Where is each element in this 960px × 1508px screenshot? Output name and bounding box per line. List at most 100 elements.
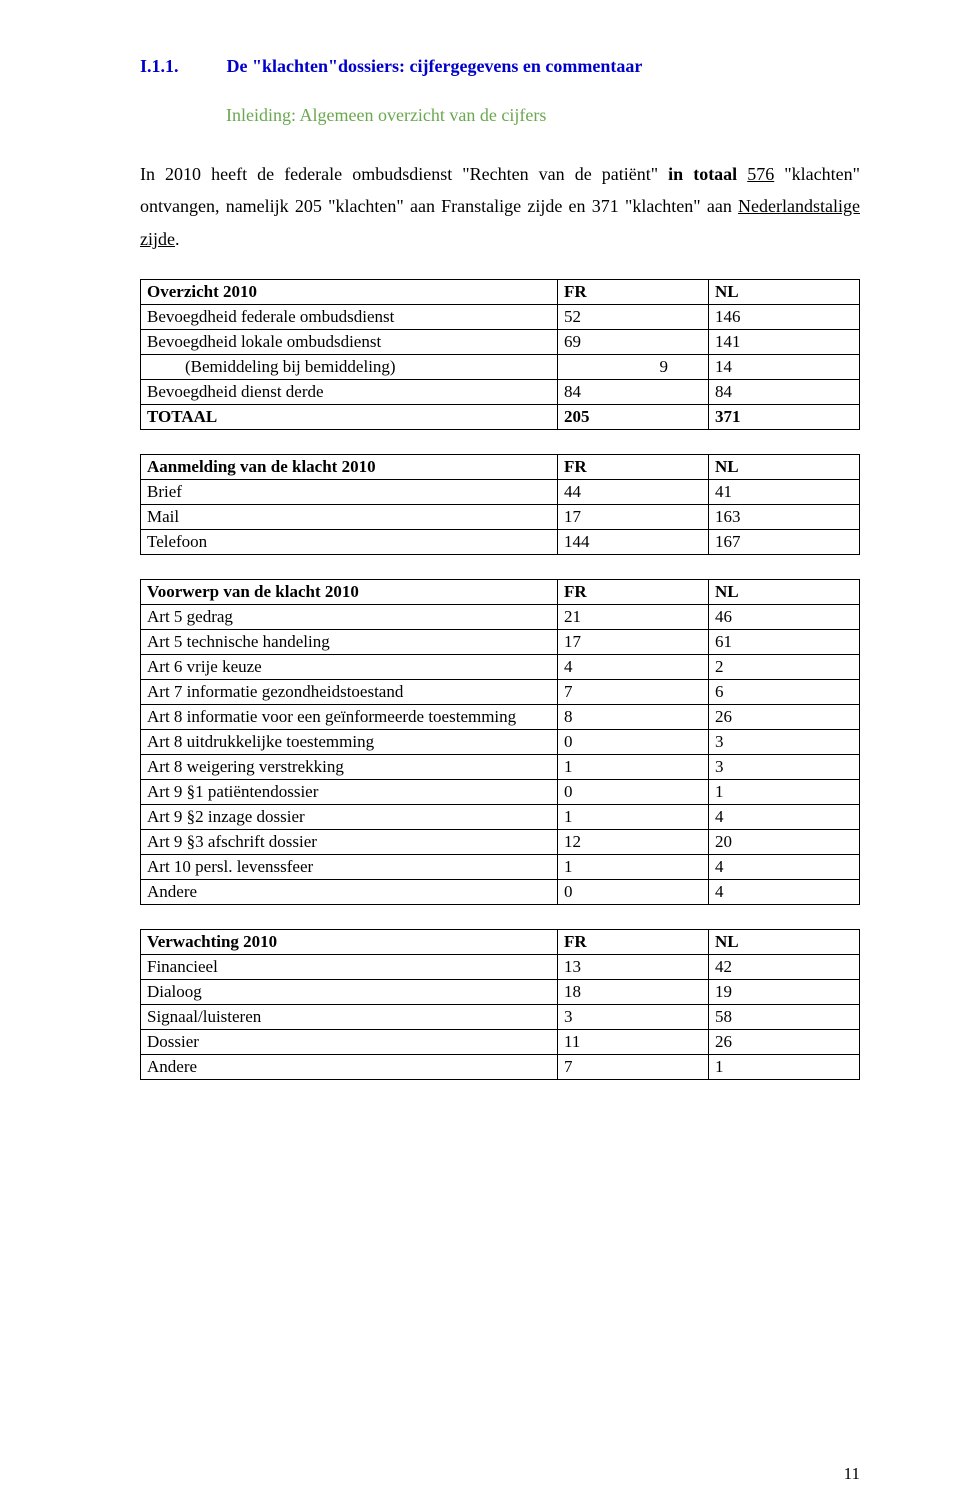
table-row: Dialoog1819 bbox=[141, 980, 860, 1005]
table-cell: 4 bbox=[709, 880, 860, 905]
intro-paragraph: In 2010 heeft de federale ombudsdienst "… bbox=[140, 158, 860, 255]
table-header-cell: FR bbox=[558, 280, 709, 305]
table-cell: 6 bbox=[709, 680, 860, 705]
table-row: Art 9 §3 afschrift dossier1220 bbox=[141, 830, 860, 855]
table-cell: 84 bbox=[558, 380, 709, 405]
table-cell: 3 bbox=[558, 1005, 709, 1030]
table-cell: 41 bbox=[709, 480, 860, 505]
table-cell: 371 bbox=[709, 405, 860, 430]
table-cell: Art 9 §1 patiëntendossier bbox=[141, 780, 558, 805]
table-cell: TOTAAL bbox=[141, 405, 558, 430]
table-cell: Art 9 §2 inzage dossier bbox=[141, 805, 558, 830]
table-header-cell: Overzicht 2010 bbox=[141, 280, 558, 305]
table-row: Art 7 informatie gezondheidstoestand76 bbox=[141, 680, 860, 705]
table-row: Andere04 bbox=[141, 880, 860, 905]
table-cell: 11 bbox=[558, 1030, 709, 1055]
page-number: 11 bbox=[844, 1464, 860, 1484]
table-cell: 1 bbox=[558, 805, 709, 830]
table-row: Financieel1342 bbox=[141, 955, 860, 980]
table-cell: Bevoegdheid dienst derde bbox=[141, 380, 558, 405]
table-cell: Andere bbox=[141, 880, 558, 905]
table-cell: (Bemiddeling bij bemiddeling) bbox=[141, 355, 558, 380]
table-cell: 0 bbox=[558, 730, 709, 755]
table-row: Signaal/luisteren358 bbox=[141, 1005, 860, 1030]
table-cell: 58 bbox=[709, 1005, 860, 1030]
table-row: Art 5 technische handeling1761 bbox=[141, 630, 860, 655]
table-cell: Signaal/luisteren bbox=[141, 1005, 558, 1030]
table-row: Dossier1126 bbox=[141, 1030, 860, 1055]
table-cell: 1 bbox=[709, 1055, 860, 1080]
table-row: Brief4441 bbox=[141, 480, 860, 505]
table-cell: Financieel bbox=[141, 955, 558, 980]
table-cell: Art 7 informatie gezondheidstoestand bbox=[141, 680, 558, 705]
table-row: (Bemiddeling bij bemiddeling)914 bbox=[141, 355, 860, 380]
table-row: Art 8 weigering verstrekking13 bbox=[141, 755, 860, 780]
table-cell: 19 bbox=[709, 980, 860, 1005]
table-cell: 4 bbox=[709, 855, 860, 880]
table-cell: 0 bbox=[558, 880, 709, 905]
para-bold: in totaal bbox=[668, 164, 737, 184]
table-row: TOTAAL205371 bbox=[141, 405, 860, 430]
para-text: . bbox=[175, 229, 180, 249]
table-row: Art 8 informatie voor een geïnformeerde … bbox=[141, 705, 860, 730]
table-row: Art 9 §1 patiëntendossier01 bbox=[141, 780, 860, 805]
table-cell: 144 bbox=[558, 530, 709, 555]
table-cell: 1 bbox=[558, 855, 709, 880]
section-title: De "klachten"dossiers: cijfergegevens en… bbox=[227, 56, 643, 77]
table-cell: Art 5 technische handeling bbox=[141, 630, 558, 655]
table-cell: 17 bbox=[558, 630, 709, 655]
table-cell: Brief bbox=[141, 480, 558, 505]
table-cell: Art 9 §3 afschrift dossier bbox=[141, 830, 558, 855]
section-number: I.1.1. bbox=[140, 56, 179, 77]
table-cell: Bevoegdheid lokale ombudsdienst bbox=[141, 330, 558, 355]
table-cell: 20 bbox=[709, 830, 860, 855]
table-cell: 163 bbox=[709, 505, 860, 530]
table-cell: 61 bbox=[709, 630, 860, 655]
table-row: Bevoegdheid federale ombudsdienst52146 bbox=[141, 305, 860, 330]
section-subtitle: Inleiding: Algemeen overzicht van de cij… bbox=[226, 105, 860, 126]
table-aanmelding: Aanmelding van de klacht 2010FRNLBrief44… bbox=[140, 454, 860, 555]
table-cell: 69 bbox=[558, 330, 709, 355]
table-cell: 1 bbox=[709, 780, 860, 805]
table-cell: 8 bbox=[558, 705, 709, 730]
table-cell: 52 bbox=[558, 305, 709, 330]
table-cell: 21 bbox=[558, 605, 709, 630]
table-row: Art 6 vrije keuze42 bbox=[141, 655, 860, 680]
table-cell: 12 bbox=[558, 830, 709, 855]
table-row: Art 5 gedrag2146 bbox=[141, 605, 860, 630]
table-cell: Bevoegdheid federale ombudsdienst bbox=[141, 305, 558, 330]
table-cell: 146 bbox=[709, 305, 860, 330]
table-cell: Art 10 persl. levenssfeer bbox=[141, 855, 558, 880]
table-header-cell: FR bbox=[558, 455, 709, 480]
table-cell: 7 bbox=[558, 680, 709, 705]
table-cell: 18 bbox=[558, 980, 709, 1005]
table-cell: 84 bbox=[709, 380, 860, 405]
table-header-cell: NL bbox=[709, 580, 860, 605]
table-cell: Mail bbox=[141, 505, 558, 530]
table-verwachting: Verwachting 2010FRNLFinancieel1342Dialoo… bbox=[140, 929, 860, 1080]
page: I.1.1. De "klachten"dossiers: cijfergege… bbox=[0, 0, 960, 1508]
table-header-cell: Aanmelding van de klacht 2010 bbox=[141, 455, 558, 480]
table-cell: Telefoon bbox=[141, 530, 558, 555]
table-cell: 9 bbox=[558, 355, 709, 380]
table-cell: 3 bbox=[709, 730, 860, 755]
table-header-row: Aanmelding van de klacht 2010FRNL bbox=[141, 455, 860, 480]
table-cell: 42 bbox=[709, 955, 860, 980]
table-cell: 2 bbox=[709, 655, 860, 680]
table-row: Telefoon144167 bbox=[141, 530, 860, 555]
table-row: Bevoegdheid dienst derde8484 bbox=[141, 380, 860, 405]
table-cell: 4 bbox=[709, 805, 860, 830]
table-row: Mail17163 bbox=[141, 505, 860, 530]
table-header-row: Overzicht 2010FRNL bbox=[141, 280, 860, 305]
table-row: Bevoegdheid lokale ombudsdienst69141 bbox=[141, 330, 860, 355]
table-cell: 17 bbox=[558, 505, 709, 530]
table-cell: 4 bbox=[558, 655, 709, 680]
table-cell: Art 8 informatie voor een geïnformeerde … bbox=[141, 705, 558, 730]
table-cell: 167 bbox=[709, 530, 860, 555]
table-row: Art 9 §2 inzage dossier14 bbox=[141, 805, 860, 830]
table-cell: 14 bbox=[709, 355, 860, 380]
table-cell: 13 bbox=[558, 955, 709, 980]
table-header-cell: NL bbox=[709, 280, 860, 305]
table-header-row: Verwachting 2010FRNL bbox=[141, 930, 860, 955]
table-cell: Art 5 gedrag bbox=[141, 605, 558, 630]
